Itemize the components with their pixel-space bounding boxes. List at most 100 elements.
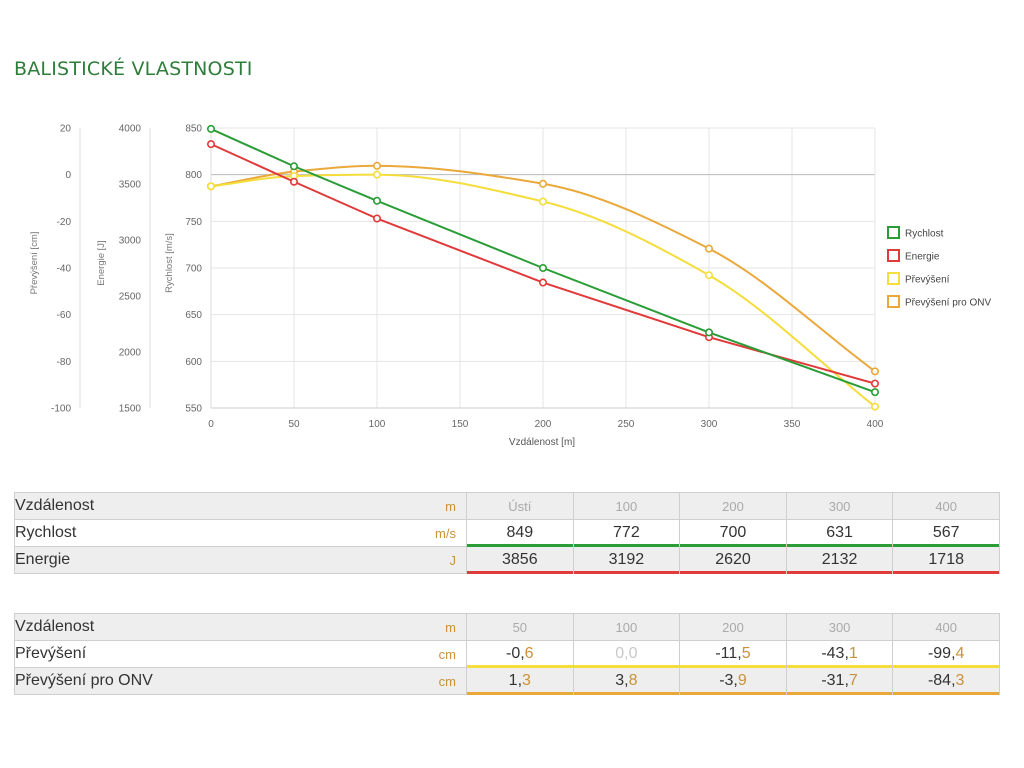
page-title: BALISTICKÉ VLASTNOSTI bbox=[14, 58, 253, 80]
legend-swatch-energie bbox=[887, 249, 900, 262]
cell-value: 700 bbox=[719, 524, 747, 541]
cell-value-decimal: 6 bbox=[524, 645, 534, 662]
energie-tick-label: 2000 bbox=[119, 348, 142, 359]
series-color-bar bbox=[467, 544, 573, 547]
cell-value-int: -0, bbox=[506, 645, 525, 662]
series-point-prevyseni bbox=[207, 182, 216, 191]
cell-value: 567 bbox=[932, 524, 960, 541]
series-point-prevyseni-pro-onv bbox=[870, 367, 879, 376]
row-label-text: Vzdálenost bbox=[15, 618, 95, 635]
row-label-text: Vzdálenost bbox=[15, 497, 95, 514]
table-cell: 700 bbox=[679, 519, 787, 547]
series-color-bar bbox=[467, 665, 573, 668]
series-color-bar bbox=[573, 571, 680, 574]
series-point-rychlost bbox=[372, 196, 381, 205]
legend-label-energie: Energie bbox=[905, 252, 940, 263]
prevyseni-tick-label: -20 bbox=[57, 217, 72, 228]
table-cell: 1,3 bbox=[466, 667, 574, 695]
table-cell: 849 bbox=[466, 519, 574, 547]
legend-label-prevyseni-pro-onv: Převýšení pro ONV bbox=[905, 298, 991, 309]
series-point-rychlost bbox=[207, 124, 216, 133]
table-cell: 3,8 bbox=[572, 667, 681, 695]
series-point-rychlost bbox=[870, 388, 879, 397]
cell-value: 200 bbox=[722, 619, 744, 635]
cell-value-int: -31, bbox=[821, 672, 849, 689]
column-header: 300 bbox=[785, 613, 894, 641]
row-label-text: Převýšení bbox=[15, 645, 87, 662]
rychlost-tick-label: 550 bbox=[185, 404, 202, 415]
series-point-prevyseni-pro-onv bbox=[372, 161, 381, 170]
row-label: Převýšení cm bbox=[14, 640, 467, 668]
table-cell: -43,1 bbox=[785, 640, 894, 668]
table-cell: 3856 bbox=[466, 546, 574, 574]
cell-value: 400 bbox=[935, 619, 958, 635]
elevation-table: Vzdálenost m 50 100 200 300 400 Převýšení cm -0,6… bbox=[14, 613, 1000, 695]
series-color-bar bbox=[467, 571, 573, 574]
prevyseni-tick-label: -60 bbox=[57, 310, 72, 321]
rychlost-tick-label: 800 bbox=[185, 170, 202, 181]
row-label: Převýšení pro ONV cm bbox=[14, 667, 467, 695]
prevyseni-tick-label: -100 bbox=[51, 404, 71, 415]
series-color-bar bbox=[893, 571, 999, 574]
table-cell: 772 bbox=[572, 519, 681, 547]
series-line-rychlost bbox=[210, 128, 876, 394]
table-row: Vzdálenost m 50 100 200 300 400 bbox=[14, 613, 1000, 641]
rychlost-tick-label: 850 bbox=[185, 124, 202, 135]
cell-value-decimal: 9 bbox=[737, 672, 747, 689]
row-label: Vzdálenost m bbox=[14, 492, 467, 520]
prevyseni-tick-label: -80 bbox=[57, 357, 72, 368]
cell-value-int: -43, bbox=[821, 645, 849, 662]
rychlost-tick-label: 750 bbox=[185, 217, 202, 228]
legend-swatch-prevyseni-pro-onv bbox=[887, 295, 900, 308]
cell-value: 631 bbox=[826, 524, 853, 541]
energie-tick-label: 4000 bbox=[119, 124, 142, 135]
legend-swatch-rychlost bbox=[887, 226, 900, 239]
table-cell: 3192 bbox=[572, 546, 681, 574]
series-point-prevyseni bbox=[870, 402, 879, 411]
series-color-bar bbox=[573, 544, 680, 547]
series-point-rychlost bbox=[704, 328, 713, 337]
row-unit: m/s bbox=[435, 526, 456, 541]
prevyseni-tick-label: 0 bbox=[65, 170, 71, 181]
row-label-text: Rychlost bbox=[15, 524, 77, 541]
row-label: Rychlost m/s bbox=[14, 519, 467, 547]
series-color-bar bbox=[893, 665, 999, 668]
cell-value-int: -3, bbox=[719, 672, 738, 689]
cell-value: 3856 bbox=[502, 551, 538, 568]
column-header: Ústí bbox=[466, 492, 574, 520]
column-header: 100 bbox=[572, 492, 681, 520]
prevyseni-axis-title: Převýšení [cm] bbox=[29, 232, 40, 295]
table-cell: -11,5 bbox=[679, 640, 787, 668]
cell-value-int: 3, bbox=[615, 672, 629, 689]
series-point-energie bbox=[538, 278, 547, 287]
energie-tick-label: 1500 bbox=[119, 404, 142, 415]
x-tick-label: 300 bbox=[701, 419, 718, 430]
rychlost-tick-label: 650 bbox=[185, 310, 202, 321]
series-point-energie bbox=[289, 177, 298, 186]
cell-value: 2620 bbox=[715, 551, 751, 568]
energie-tick-label: 3000 bbox=[119, 236, 142, 247]
row-unit: m bbox=[445, 499, 456, 514]
rychlost-axis-title: Rychlost [m/s] bbox=[164, 233, 175, 293]
cell-value-int: -84, bbox=[927, 672, 956, 689]
x-tick-label: 200 bbox=[535, 419, 552, 430]
cell-value: 100 bbox=[615, 619, 638, 635]
row-unit: J bbox=[449, 553, 457, 568]
series-point-energie bbox=[372, 214, 381, 223]
table-cell: -0,6 bbox=[466, 640, 574, 668]
table-cell: -31,7 bbox=[785, 667, 894, 695]
column-header: 400 bbox=[892, 613, 1000, 641]
cell-value-int: -99, bbox=[927, 645, 956, 662]
cell-value: 400 bbox=[935, 498, 958, 514]
table-cell: -84,3 bbox=[892, 667, 1000, 695]
prevyseni-tick-label: -40 bbox=[57, 264, 72, 275]
row-label: Vzdálenost m bbox=[14, 613, 467, 641]
series-color-bar bbox=[786, 692, 893, 695]
series-point-energie bbox=[870, 379, 879, 388]
column-header: 100 bbox=[572, 613, 681, 641]
cell-value-int: -11, bbox=[715, 645, 742, 662]
rychlost-tick-label: 600 bbox=[185, 357, 202, 368]
series-color-bar bbox=[786, 571, 893, 574]
series-color-bar bbox=[786, 544, 893, 547]
